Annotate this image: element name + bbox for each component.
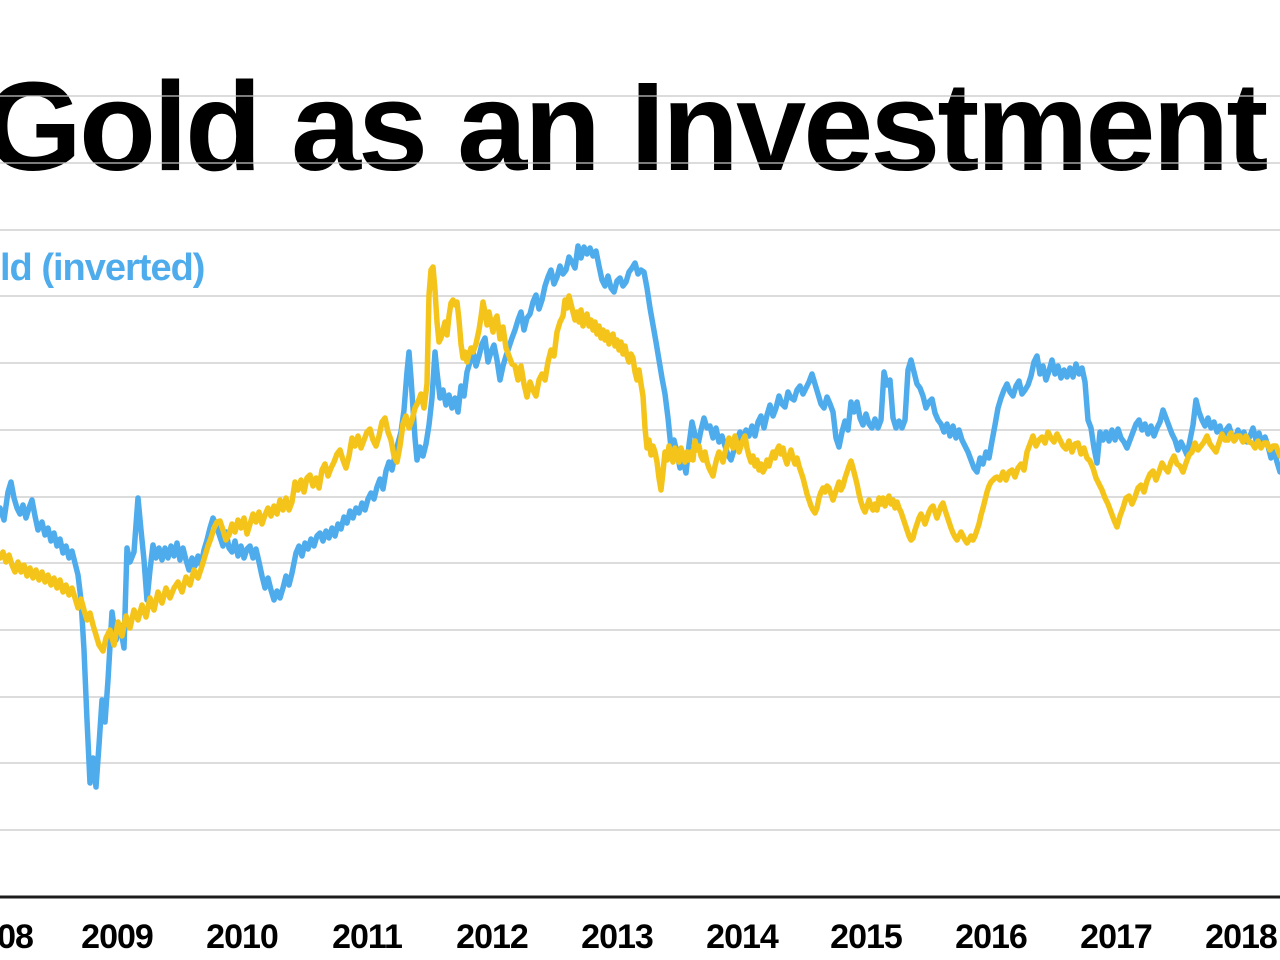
x-tick-label-2011: 2011 xyxy=(332,918,403,956)
page-title: Gold as an Investment xyxy=(0,56,1268,198)
x-tick-label-2009: 2009 xyxy=(81,918,154,956)
x-tick-label-2017: 2017 xyxy=(1080,918,1153,956)
x-tick-label-2014: 2014 xyxy=(706,918,779,956)
x-tick-label-2012: 2012 xyxy=(456,918,529,956)
series-line-yellow xyxy=(0,264,1280,654)
x-tick-label-2018: 2018 xyxy=(1205,918,1278,956)
x-tick-label-2013: 2013 xyxy=(581,918,654,956)
x-tick-label-2016: 2016 xyxy=(955,918,1028,956)
series-line-blue xyxy=(0,243,1280,790)
legend-label-yield-inverted: ld (inverted) xyxy=(0,247,205,289)
x-tick-label-2015: 2015 xyxy=(830,918,903,956)
x-tick-label-2010: 2010 xyxy=(206,918,279,956)
x-tick-label-08: 08 xyxy=(0,918,34,956)
